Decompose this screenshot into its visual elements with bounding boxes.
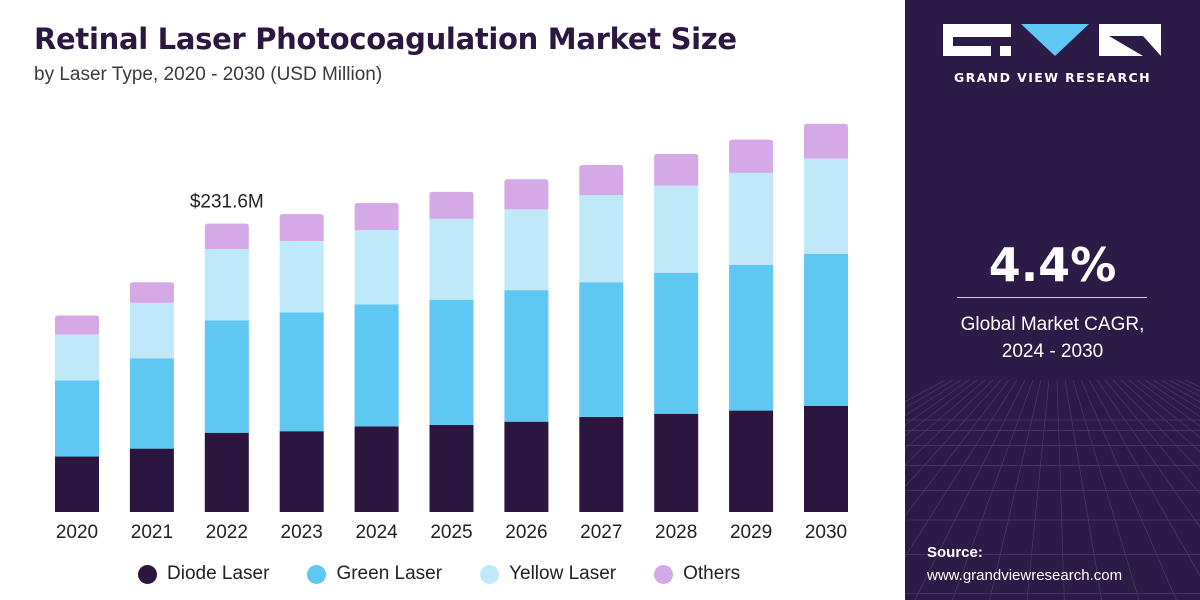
x-tick-label-2029: 2029 [730,522,772,543]
bar-others-2028 [654,153,699,186]
bar-diode-laser-2028 [654,413,699,512]
x-tick-label-2030: 2030 [805,522,847,543]
legend-label-yellow-laser: Yellow Laser [509,563,617,584]
bar-green-laser-2023 [279,312,324,432]
x-tick-label-2027: 2027 [580,522,622,543]
gvr-logo-icon [943,24,1161,56]
chart-legend: Diode Laser Green Laser Yellow Laser Others [138,562,740,586]
grid-line [905,380,1010,517]
bar-yellow-laser-2026 [504,209,549,291]
bar-diode-laser-2022 [204,432,249,512]
decorative-grid [905,380,1200,600]
bar-others-2025 [429,191,474,219]
legend-swatch-diode-laser [138,564,157,584]
grid-line [951,380,1034,600]
bar-others-2020 [55,315,99,335]
cagr-divider [957,297,1147,298]
bar-others-2027 [579,164,624,196]
grid-line [1056,380,1065,600]
bar-others-2026 [504,179,549,210]
cagr-value: 4.4% [988,238,1117,292]
grid-line [1026,380,1050,600]
bar-diode-laser-2023 [279,431,324,512]
bar-yellow-laser-2027 [579,195,624,283]
legend-swatch-others [654,564,674,584]
bar-diode-laser-2021 [129,448,174,512]
cagr-label: Global Market CAGR, 2024 - 2030 [905,311,1200,365]
legend-label-diode-laser: Diode Laser [167,563,270,584]
legend-item-diode-laser: Diode Laser [138,563,269,585]
cagr-label-line2: 2024 - 2030 [1001,341,1104,362]
bar-diode-laser-2029 [729,410,774,512]
grid-line [1088,380,1200,577]
x-tick-label-2023: 2023 [281,522,323,543]
bar-yellow-laser-2029 [729,172,774,265]
bar-diode-laser-2020 [55,456,99,512]
info-sidebar: GRAND VIEW RESEARCH 4.4% Global Market C… [905,0,1200,600]
x-tick-label-2026: 2026 [505,522,547,543]
legend-item-others: Others [654,563,740,585]
grid-line [989,380,1042,600]
bar-green-laser-2030 [804,253,848,406]
legend-label-others: Others [683,563,741,584]
bar-yellow-laser-2022 [204,248,249,321]
x-tick-label-2024: 2024 [355,522,398,543]
x-tick-label-2028: 2028 [655,522,697,543]
bar-yellow-laser-2030 [804,158,848,254]
source-link[interactable]: www.grandviewresearch.com [927,567,1123,584]
grid-line [905,380,1018,558]
legend-item-yellow-laser: Yellow Laser [480,563,616,585]
bar-yellow-laser-2028 [654,185,699,273]
bar-yellow-laser-2021 [129,302,174,359]
x-tick-label-2022: 2022 [206,522,248,543]
bar-green-laser-2029 [729,264,774,411]
bar-others-2030 [804,123,848,159]
bar-others-2024 [354,203,399,230]
brand-name: GRAND VIEW RESEARCH [954,70,1151,85]
chart-subtitle: by Laser Type, 2020 - 2030 (USD Million) [34,64,383,85]
bar-yellow-laser-2023 [279,241,324,313]
bar-green-laser-2024 [354,304,399,427]
x-tick-label-2021: 2021 [131,522,173,543]
bar-others-2023 [279,214,324,242]
grid-line [1104,380,1200,495]
legend-swatch-yellow-laser [480,564,500,584]
x-tick-label-2025: 2025 [430,522,472,543]
bar-green-laser-2028 [654,272,699,414]
cagr-label-line1: Global Market CAGR, [960,314,1145,335]
legend-swatch-green-laser [307,564,327,584]
bar-diode-laser-2030 [804,405,848,512]
bar-green-laser-2026 [504,290,549,422]
chart-title: Retinal Laser Photocoagulation Market Si… [34,22,737,56]
grid-line [1072,380,1140,600]
bar-green-laser-2021 [129,358,174,449]
bar-diode-laser-2027 [579,416,624,512]
grid-line [905,380,1002,488]
bar-others-2021 [129,282,174,303]
chart-panel: Retinal Laser Photocoagulation Market Si… [34,22,848,586]
bar-diode-laser-2024 [354,426,399,512]
bar-green-laser-2022 [204,320,249,433]
bar-green-laser-2027 [579,282,624,417]
bar-yellow-laser-2024 [354,229,399,305]
x-tick-label-2020: 2020 [56,522,98,543]
bar-diode-laser-2026 [504,421,549,512]
source-label: Source: [927,544,983,561]
legend-item-green-laser: Green Laser [307,563,442,585]
stacked-bar-chart: 2020 2021 2022 $231.6M 2023 2024 2025 2026 2027 2… [55,123,848,543]
bar-green-laser-2025 [429,299,474,425]
grid-line [1064,380,1103,600]
grid-line [1080,380,1177,600]
bar-yellow-laser-2025 [429,218,474,300]
bar-others-2029 [729,139,774,173]
data-label-2022: $231.6M [190,192,264,213]
grid-line [914,380,1026,600]
legend-label-green-laser: Green Laser [336,563,443,584]
bar-green-laser-2020 [55,380,99,457]
bar-others-2022 [204,223,249,249]
grid-line [1096,380,1200,528]
bar-yellow-laser-2020 [55,334,99,381]
bar-diode-laser-2025 [429,424,474,512]
